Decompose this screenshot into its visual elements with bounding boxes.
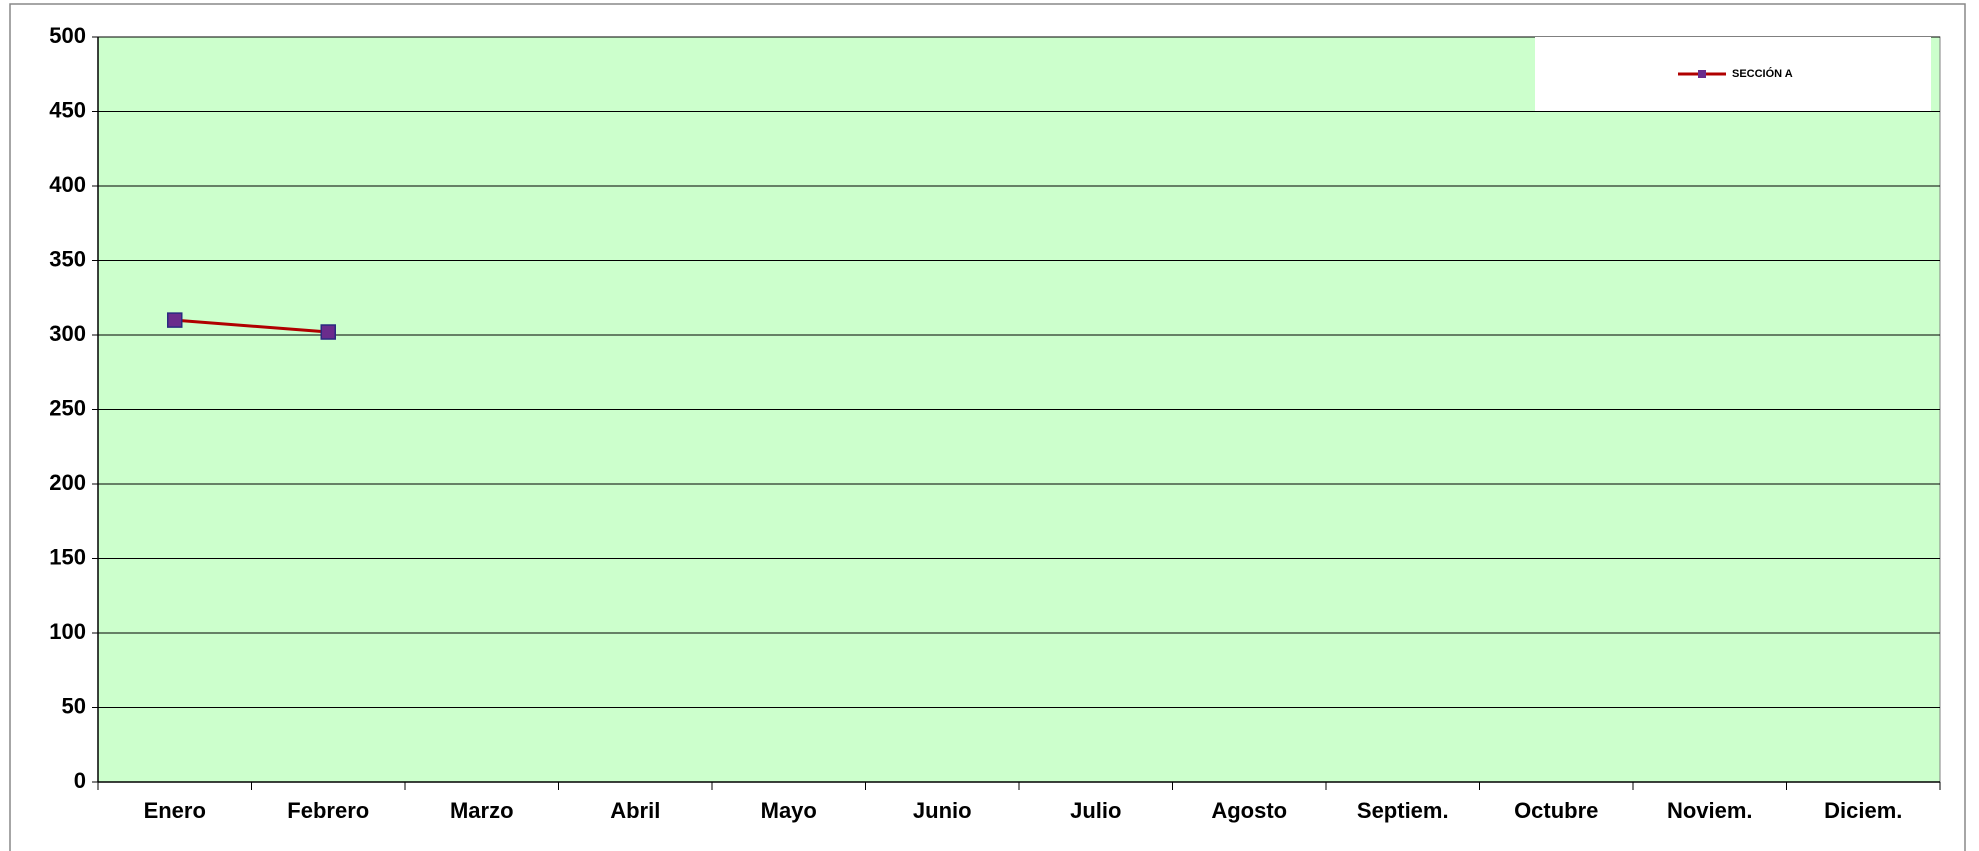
x-tick-label: Julio: [1070, 798, 1121, 823]
x-tick-label: Abril: [610, 798, 660, 823]
legend-label: SECCIÓN A: [1732, 67, 1793, 80]
y-tick-label: 250: [49, 395, 86, 420]
y-tick-label: 200: [49, 470, 86, 495]
y-tick-label: 500: [49, 23, 86, 48]
x-tick-label: Diciem.: [1824, 798, 1902, 823]
x-tick-label: Septiem.: [1357, 798, 1449, 823]
y-tick-label: 400: [49, 172, 86, 197]
x-tick-label: Agosto: [1211, 798, 1287, 823]
y-tick-label: 350: [49, 246, 86, 271]
x-tick-label: Junio: [913, 798, 972, 823]
y-tick-label: 450: [49, 97, 86, 122]
y-tick-label: 0: [74, 768, 86, 793]
y-tick-label: 100: [49, 619, 86, 644]
x-tick-label: Marzo: [450, 798, 514, 823]
y-tick-label: 300: [49, 321, 86, 346]
y-tick-label: 150: [49, 544, 86, 569]
x-tick-label: Febrero: [287, 798, 369, 823]
y-tick-label: 50: [62, 693, 86, 718]
x-tick-label: Mayo: [761, 798, 817, 823]
x-tick-label: Noviem.: [1667, 798, 1753, 823]
point-marker: [167, 312, 183, 328]
x-tick-label: Enero: [144, 798, 206, 823]
x-tick-label: Octubre: [1514, 798, 1598, 823]
series-line: [174, 318, 329, 334]
point-marker: [320, 324, 336, 340]
legend-marker: [1698, 70, 1706, 78]
legend-box: [1535, 37, 1931, 111]
